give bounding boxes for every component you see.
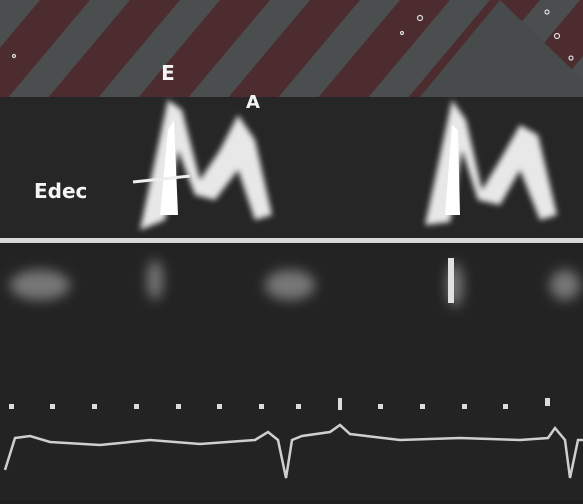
a-label: A <box>246 92 260 113</box>
doppler-image: E A Edec <box>0 0 583 504</box>
lower-spike <box>448 258 454 303</box>
baseline <box>0 238 583 243</box>
edec-label: Edec <box>34 179 87 203</box>
e-label: E <box>161 61 175 85</box>
